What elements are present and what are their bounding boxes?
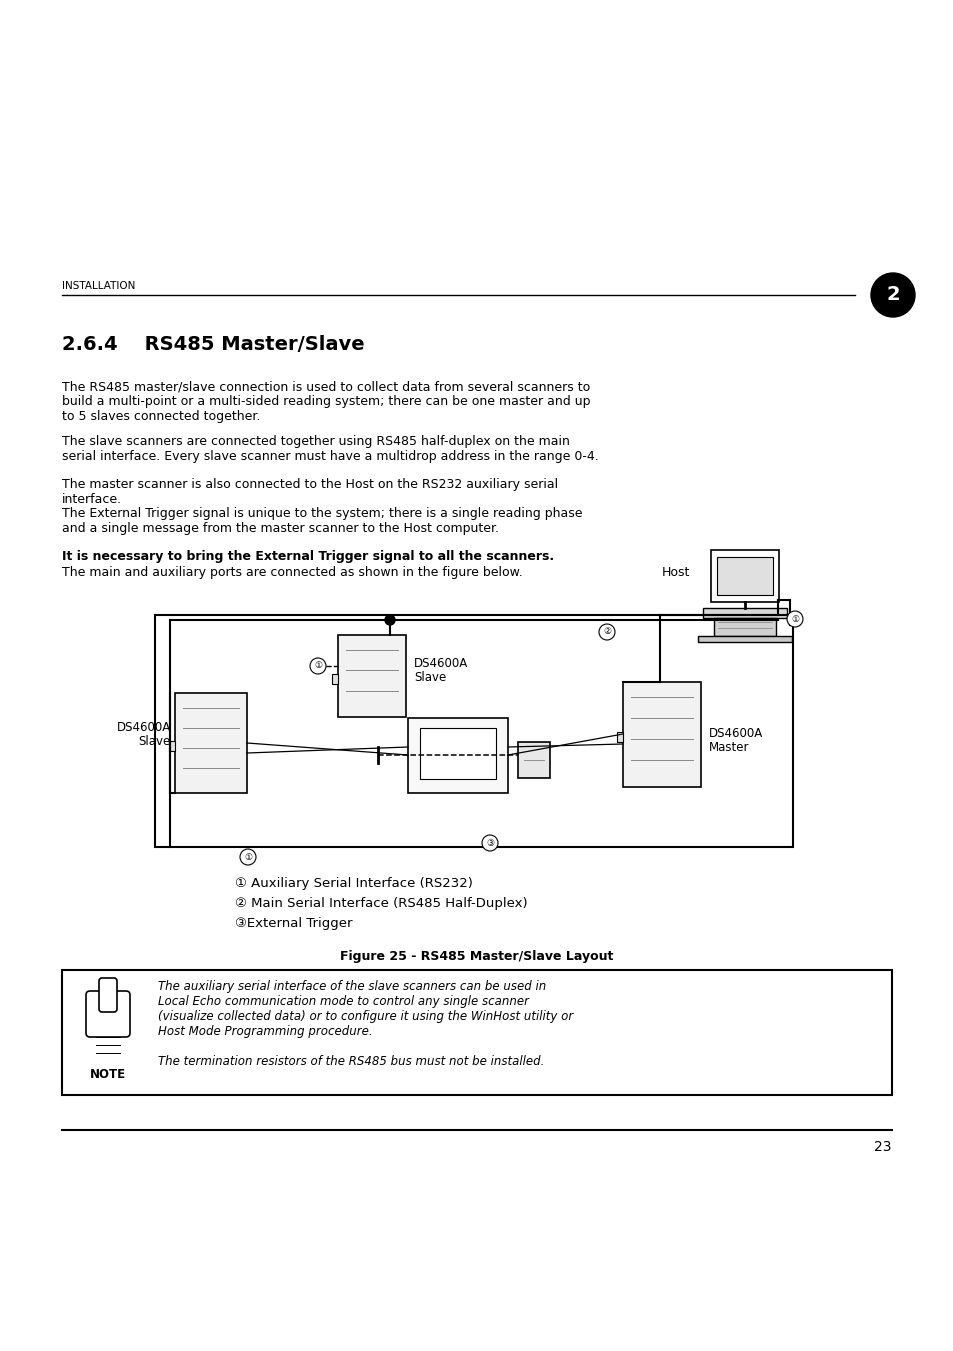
Text: The auxiliary serial interface of the slave scanners can be used in
Local Echo c: The auxiliary serial interface of the sl…: [158, 979, 573, 1038]
Text: NOTE: NOTE: [90, 1069, 126, 1081]
Text: ①: ①: [244, 852, 252, 862]
Bar: [337, 635, 406, 717]
Bar: [62, 970, 891, 1096]
Circle shape: [598, 624, 615, 640]
Bar: [154, 615, 792, 847]
Text: ② Main Serial Interface (RS485 Half-Duplex): ② Main Serial Interface (RS485 Half-Dupl…: [234, 897, 527, 911]
Text: The termination resistors of the RS485 bus must not be installed.: The termination resistors of the RS485 b…: [158, 1055, 544, 1069]
Text: 2.6.4    RS485 Master/Slave: 2.6.4 RS485 Master/Slave: [62, 335, 364, 354]
Bar: [702, 608, 786, 617]
Circle shape: [786, 611, 802, 627]
Text: Master: Master: [708, 740, 749, 754]
Text: DS4600A: DS4600A: [414, 657, 468, 670]
Text: The RS485 master/slave connection is used to collect data from several scanners : The RS485 master/slave connection is use…: [62, 380, 590, 423]
Text: The main and auxiliary ports are connected as shown in the figure below.: The main and auxiliary ports are connect…: [62, 566, 522, 580]
FancyBboxPatch shape: [99, 978, 117, 1012]
Text: ②: ②: [602, 627, 611, 636]
Circle shape: [870, 273, 914, 317]
Circle shape: [481, 835, 497, 851]
Bar: [517, 742, 550, 778]
Bar: [408, 717, 507, 793]
Bar: [169, 740, 174, 751]
Text: ① Auxiliary Serial Interface (RS232): ① Auxiliary Serial Interface (RS232): [234, 877, 473, 890]
Text: It is necessary to bring the External Trigger signal to all the scanners.: It is necessary to bring the External Tr…: [62, 550, 554, 563]
Text: Figure 25 - RS485 Master/Slave Layout: Figure 25 - RS485 Master/Slave Layout: [340, 950, 613, 963]
Text: DS4600A: DS4600A: [116, 721, 171, 734]
Text: DS4600A: DS4600A: [708, 727, 762, 740]
Circle shape: [385, 615, 395, 626]
Text: Slave: Slave: [138, 735, 171, 748]
Bar: [622, 682, 700, 788]
Text: Host: Host: [661, 566, 689, 578]
Text: ③External Trigger: ③External Trigger: [234, 917, 352, 929]
Circle shape: [310, 658, 326, 674]
Text: The master scanner is also connected to the Host on the RS232 auxiliary serial
i: The master scanner is also connected to …: [62, 478, 558, 507]
Bar: [617, 732, 622, 742]
Text: The slave scanners are connected together using RS485 half-duplex on the main
se: The slave scanners are connected togethe…: [62, 435, 598, 463]
Text: The External Trigger signal is unique to the system; there is a single reading p: The External Trigger signal is unique to…: [62, 507, 582, 535]
Text: 23: 23: [874, 1140, 891, 1154]
Text: 2: 2: [885, 285, 899, 304]
Bar: [174, 693, 247, 793]
Text: INSTALLATION: INSTALLATION: [62, 281, 135, 290]
FancyBboxPatch shape: [86, 992, 130, 1038]
Text: ③: ③: [485, 839, 494, 847]
Bar: [717, 557, 772, 594]
Text: ①: ①: [790, 615, 799, 624]
Bar: [698, 636, 791, 642]
Bar: [332, 674, 337, 684]
Bar: [419, 728, 496, 780]
Circle shape: [240, 848, 255, 865]
Bar: [710, 550, 779, 603]
Text: Slave: Slave: [414, 671, 446, 684]
Text: ①: ①: [314, 662, 322, 670]
Bar: [713, 617, 775, 636]
